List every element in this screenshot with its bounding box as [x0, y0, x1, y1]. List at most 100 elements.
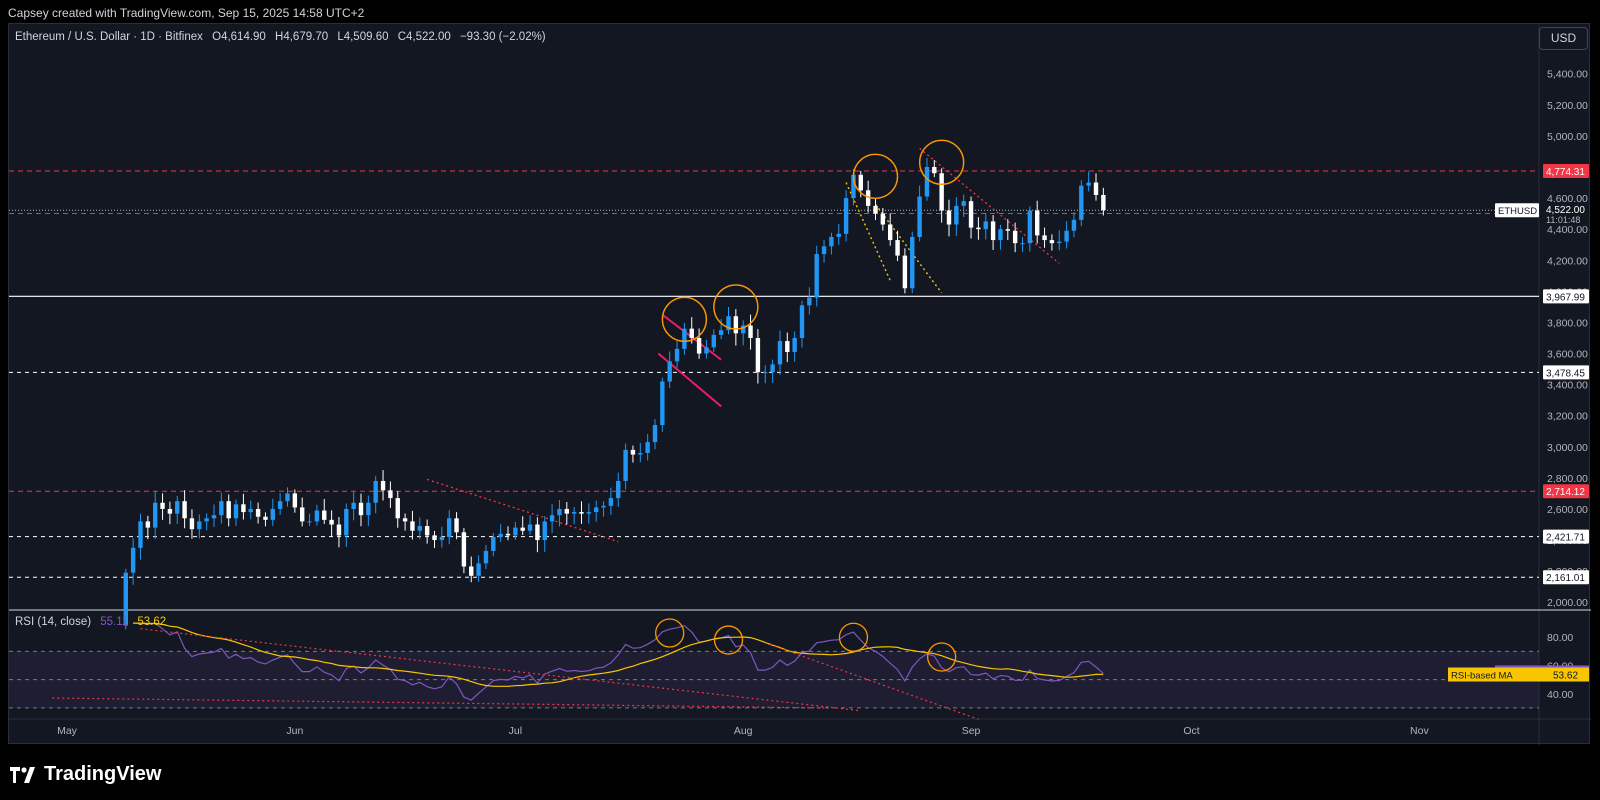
rsi-band: [9, 651, 1539, 708]
candle-body: [638, 453, 643, 455]
candle-body: [608, 498, 614, 506]
level-label: 4,774.31: [1546, 167, 1585, 178]
level-tag: [1543, 570, 1589, 585]
candle-body: [513, 527, 518, 536]
candle-body: [1042, 235, 1047, 241]
symbol-legend[interactable]: Ethereum / U.S. Dollar · 1D · Bitfinex O…: [15, 31, 546, 43]
high-label: H: [275, 31, 284, 43]
candle-body: [1079, 185, 1084, 220]
candle-body: [895, 240, 900, 256]
time-axis: May Jun Jul Aug Sep Oct Nov: [57, 725, 1429, 737]
candle-body: [373, 480, 378, 503]
candle-body: [380, 480, 386, 491]
candle-body: [248, 508, 253, 513]
candle-body: [454, 518, 459, 533]
price-tick-label: 5,200.00: [1547, 100, 1588, 112]
candle-body: [601, 505, 606, 508]
currency-button[interactable]: USD: [1539, 27, 1588, 50]
candle-body: [123, 572, 128, 626]
last-price-label: 4,522.00: [1546, 205, 1585, 216]
candle-body: [402, 518, 408, 522]
candle-body: [439, 536, 445, 541]
candle-body: [741, 325, 746, 334]
rsi-highlight-circle: [655, 618, 685, 648]
candle-body: [586, 512, 592, 514]
candle-body: [888, 224, 893, 241]
candle-body: [571, 512, 577, 514]
price-tick-label: 5,000.00: [1547, 131, 1588, 143]
rsi-trendline: [52, 697, 825, 709]
candle-body: [182, 501, 187, 519]
horizontal-levels: [9, 170, 1539, 578]
candle-body: [718, 330, 724, 335]
level-label: 3,967.99: [1546, 292, 1585, 303]
change-value: −93.30 (−2.02%): [459, 31, 546, 43]
rsi-line: [133, 622, 1104, 701]
highlight-circle: [713, 284, 759, 330]
rsi-title[interactable]: RSI (14, close): [15, 616, 92, 628]
time-tick-label: Jul: [509, 725, 522, 737]
tradingview-logo[interactable]: TradingView: [10, 763, 161, 786]
level-label: 2,421.71: [1546, 533, 1585, 544]
candle-body: [807, 297, 812, 306]
candle-body: [954, 205, 959, 225]
level-tag: [1543, 289, 1589, 304]
candle-body: [858, 174, 863, 191]
candle-body: [520, 527, 525, 531]
wedge-line: [874, 203, 943, 294]
close-value: 4,522.00: [406, 31, 451, 43]
candle-body: [138, 521, 143, 548]
candle-body: [652, 425, 658, 443]
rsi-legend[interactable]: RSI (14, close) 55.11 53.62: [15, 616, 166, 628]
level-label: 3,478.45: [1546, 368, 1585, 379]
candle-body: [527, 524, 533, 531]
candle-body: [843, 198, 849, 234]
candle-body: [351, 502, 356, 509]
candle-body: [322, 510, 327, 520]
candle-body: [1057, 241, 1062, 244]
rsi-ma-value-tag: [1448, 667, 1589, 682]
candle-body: [1064, 230, 1069, 242]
candle-body: [432, 535, 437, 541]
level-tag: [1543, 365, 1589, 380]
candle-body: [211, 515, 217, 519]
close-label: C: [397, 31, 406, 43]
level-label: 2,714.12: [1546, 487, 1585, 498]
open-label: O: [212, 31, 222, 43]
candle-body: [821, 246, 827, 255]
candle-body: [219, 501, 224, 516]
candle-body: [1101, 194, 1106, 211]
candle-body: [233, 504, 239, 519]
price-tick-label: 4,600.00: [1547, 193, 1588, 205]
candle-body: [1027, 210, 1033, 244]
candle-body: [130, 547, 136, 573]
rsi-trendline: [140, 628, 861, 712]
candle-body: [785, 341, 790, 352]
candle-body: [410, 521, 415, 531]
candle-body: [990, 221, 996, 241]
candle-body: [645, 442, 650, 454]
symbol-title[interactable]: Ethereum / U.S. Dollar · 1D · Bitfinex: [15, 31, 203, 43]
candle-body: [748, 325, 753, 338]
candle-body: [469, 566, 474, 576]
candle-body: [167, 508, 173, 514]
level-tag: [1543, 484, 1589, 499]
candle-body: [946, 210, 952, 225]
price-tick-label: 4,200.00: [1547, 255, 1588, 267]
candle-body: [175, 501, 180, 514]
candle-body: [344, 508, 349, 536]
candle-body: [270, 508, 275, 520]
trendline: [426, 478, 619, 543]
price-tick-label: 3,800.00: [1547, 317, 1588, 329]
candle-body: [535, 524, 540, 541]
candle-body: [483, 550, 489, 564]
candle-body: [1093, 182, 1099, 195]
candle-body: [197, 521, 202, 530]
time-tick-label: Jun: [286, 725, 303, 737]
candle-body: [505, 533, 511, 536]
rsi-tick-label: 40.00: [1547, 689, 1573, 701]
candle-body: [226, 501, 231, 519]
